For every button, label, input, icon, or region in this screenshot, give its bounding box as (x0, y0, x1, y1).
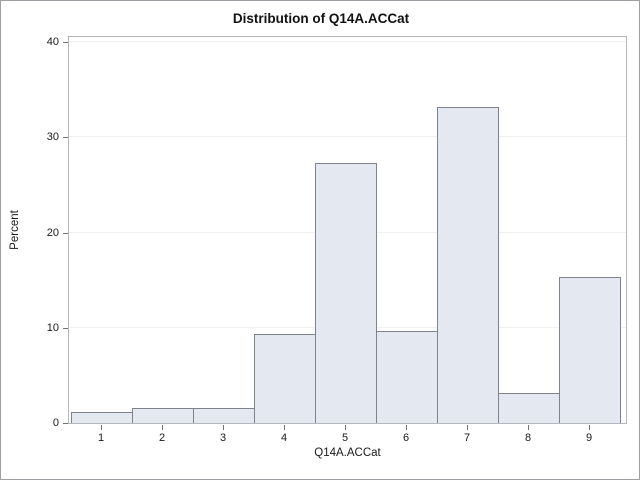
gridline-30 (69, 136, 626, 137)
plot-area (68, 36, 627, 424)
histogram-bar-5 (315, 163, 377, 423)
y-tick-label-20: 20 (46, 227, 59, 239)
y-tick-label-30: 30 (46, 131, 59, 143)
y-axis-title: Percent (9, 210, 21, 250)
histogram-bar-9 (559, 277, 621, 423)
y-tick-label-40: 40 (46, 36, 59, 48)
y-tick-mark-0 (63, 423, 68, 424)
y-tick-mark-20 (63, 233, 68, 234)
chart-title: Distribution of Q14A.ACCat (232, 11, 410, 26)
x-tick-mark-3 (223, 425, 224, 430)
y-tick-mark-10 (63, 328, 68, 329)
histogram-bar-7 (437, 107, 499, 423)
histogram-bar-3 (193, 408, 255, 423)
y-tick-mark-30 (63, 137, 68, 138)
histogram-bar-2 (132, 408, 194, 423)
x-tick-label-9: 9 (585, 432, 593, 444)
x-tick-label-2: 2 (158, 432, 166, 444)
x-tick-mark-1 (101, 425, 102, 430)
histogram-bar-6 (376, 331, 438, 423)
x-tick-label-6: 6 (402, 432, 410, 444)
y-tick-mark-40 (63, 42, 68, 43)
histogram-bar-4 (254, 334, 316, 423)
x-tick-label-8: 8 (524, 432, 532, 444)
x-tick-mark-8 (528, 425, 529, 430)
x-axis-title: Q14A.ACCat (314, 447, 381, 459)
gridline-40 (69, 41, 626, 42)
x-tick-label-1: 1 (97, 432, 105, 444)
y-tick-label-0: 0 (52, 417, 59, 429)
x-tick-mark-4 (284, 425, 285, 430)
x-tick-label-5: 5 (341, 432, 349, 444)
histogram-bar-1 (71, 412, 133, 423)
x-tick-label-4: 4 (280, 432, 288, 444)
x-tick-label-7: 7 (463, 432, 471, 444)
x-tick-label-3: 3 (219, 432, 227, 444)
x-tick-mark-9 (589, 425, 590, 430)
histogram-bar-8 (498, 393, 560, 423)
x-tick-mark-2 (162, 425, 163, 430)
x-tick-mark-5 (345, 425, 346, 430)
x-tick-mark-6 (406, 425, 407, 430)
y-tick-label-10: 10 (46, 322, 59, 334)
x-tick-mark-7 (467, 425, 468, 430)
